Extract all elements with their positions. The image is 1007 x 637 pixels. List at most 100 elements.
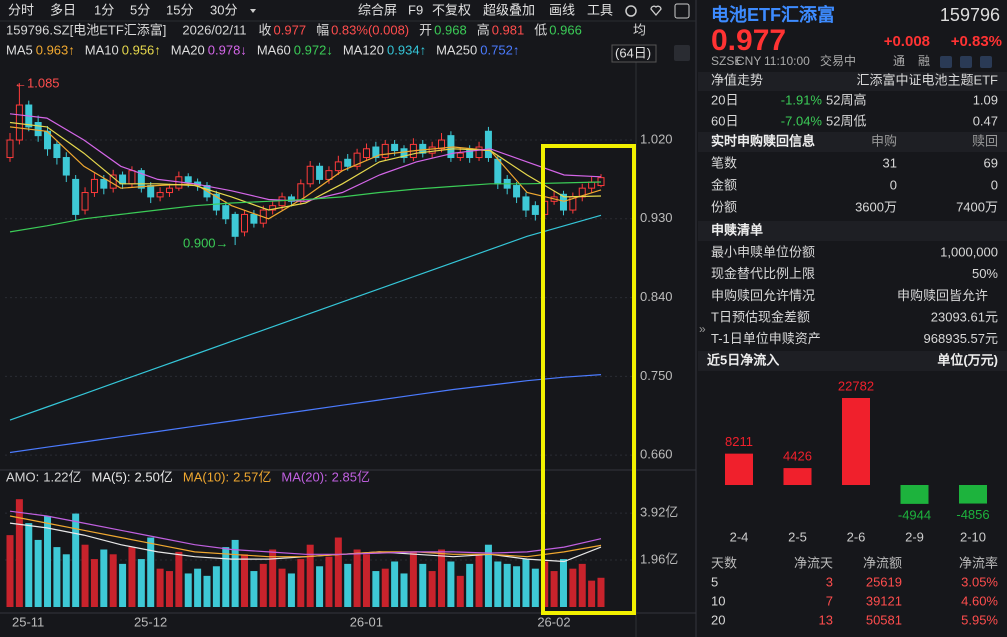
candle-body [438,139,446,150]
volume-bar [559,559,567,607]
volume-bar [438,549,446,607]
candle-body [316,165,324,180]
badge-icon [980,56,992,68]
badge-icon [940,56,952,68]
candle-body [522,196,530,211]
flow-value: 8211 [725,434,753,449]
menu-item: 超级叠加 [483,2,535,17]
flow-category: 2-4 [730,529,749,544]
volume-bar [503,563,511,607]
dropdown-icon[interactable] [250,9,256,13]
status: 融 [918,54,930,68]
table-cell: 50581 [866,612,902,627]
row-band [698,132,1007,152]
table-cell: 4.60% [961,593,998,608]
candle-body [222,205,230,220]
volume-bar [522,559,530,607]
ma-name: MA60 [257,42,291,57]
volume-value: 1.22亿 [43,469,81,484]
row-value: 968935.57元 [924,331,998,346]
volume-bar [100,549,108,607]
favorite-icon[interactable] [650,5,662,17]
ma-name: MA120 [343,42,384,57]
candle-body [100,178,108,189]
y-tick-label: 0.750 [640,368,673,383]
ma-line [9,181,602,233]
volume-bar [231,539,239,607]
candle-body [353,152,361,167]
table-cell: 3.05% [961,574,998,589]
menu-item: 工具 [587,2,613,17]
row-label: 笔数 [711,155,737,170]
section-title: 实时申购赎回信息 [711,133,815,148]
period-box[interactable] [611,44,657,63]
volume-bar [306,544,314,607]
volume-bar [409,551,417,607]
table-cell: 7 [826,593,833,608]
volume-bar [119,563,127,607]
candle-body [531,205,539,215]
status: CNY [736,54,761,68]
ma-line [9,126,602,220]
section-title: 近5日净流入 [707,352,779,367]
perf-value: -1.91% [781,92,823,107]
candle-body [475,146,483,159]
x-tick-label: 25-11 [12,614,44,629]
candle-body [53,143,61,159]
row-value: 50% [972,266,998,281]
highlight-box [541,144,636,615]
table-cell: 5 [711,574,718,589]
tab: 分时 [8,2,34,17]
status: 通 [893,54,905,68]
volume-bar [128,547,136,607]
candle-body [559,193,567,211]
table-header: 净流率 [959,555,998,570]
volume-ma-value: 2.57亿 [233,469,271,484]
table-cell: 5.95% [961,612,998,627]
table-cell: 20 [711,612,725,627]
tool-icon[interactable] [674,45,690,61]
row-label: T-1日单位申赎资产 [711,331,821,346]
tab: 5分 [130,2,150,17]
volume-bar [259,563,267,607]
volume-bar [34,539,42,607]
change: +0.008 [884,33,930,50]
volume-bar [287,573,295,607]
candle-body [156,192,164,198]
settings-icon[interactable] [625,5,637,17]
perf-value: 1.09 [973,92,998,107]
quote-value: 0.977 [274,22,307,37]
price: 0.977 [711,24,786,57]
candle-body [344,158,352,167]
candle-body [62,157,70,176]
fund-code: 159796 [940,5,1000,25]
change-pct: +0.83% [951,33,1002,50]
volume-bar [250,571,258,607]
y-tick-label: 1.96亿 [640,551,678,566]
volume-bar [25,523,33,607]
row-band [698,221,1007,241]
y-tick-label: 1.020 [640,131,673,146]
ma-name: MA10 [85,42,119,57]
volume-ma-value: 2.50亿 [135,469,173,484]
volume-bar [53,547,61,607]
row-label: 申购赎回允许情况 [711,288,815,303]
candle-body [165,187,173,194]
volume-bar [184,573,192,607]
volume-bar [269,549,277,607]
window-icon[interactable] [674,3,690,19]
row-value: 3600万 [855,199,897,214]
candle-body [137,170,145,189]
volume-bar [165,571,173,607]
candle-body [212,193,220,211]
volume-bar [447,561,455,607]
status: 11:10:00 [764,54,810,68]
expand-arrow[interactable]: » [699,322,706,336]
candle-body [362,148,370,159]
candle-body [72,178,80,215]
ma-line [9,510,602,555]
candle-body [400,148,408,159]
flow-bar [783,468,812,485]
ma-name: MA5 [6,42,33,57]
